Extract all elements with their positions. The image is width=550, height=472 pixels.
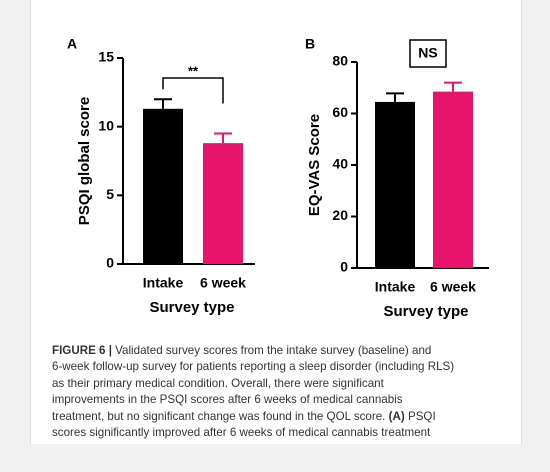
y-tick-label: 80 [332,53,348,69]
y-tick-label: 5 [106,186,114,202]
caption-line: as their primary medical condition. Over… [52,377,384,391]
y-tick-label: 40 [332,156,348,172]
y-tick-label: 60 [332,104,348,120]
caption-text: as their primary medical condition. Over… [52,376,384,390]
figure: A 0 5 10 15 PSQI global score Survey type Intak… [67,36,489,320]
x-tick-label: 6 week [200,275,246,291]
y-tick-label: 0 [106,255,114,271]
y-axis-title: EQ-VAS Score [306,114,323,216]
caption-line: scores significantly improved after 6 we… [52,426,430,440]
panel-label: A [67,36,77,52]
caption-bold: FIGURE 6 | [52,344,112,357]
y-tick-label: 15 [98,49,114,65]
significance-bracket [162,77,224,104]
significance-label: ** [188,63,199,78]
bar [375,101,415,268]
caption-text: PSQI [404,409,436,423]
x-tick-label: Intake [375,279,416,295]
x-axis-title: Survey type [149,299,234,316]
y-axis-title: PSQI global score [76,97,93,225]
caption-text: Validated survey scores from the intake … [111,344,432,357]
y-tick-label: 20 [332,207,348,223]
bar [203,143,243,264]
y-tick-label: 10 [98,117,114,133]
caption-text: treatment, but no significant change was… [52,409,389,423]
caption-text: improvements in the PSQI scores after 6 … [52,393,403,407]
bar [143,108,183,265]
caption-line: 6-week follow-up survey for patients rep… [52,360,454,374]
y-tick-label: 0 [340,259,348,275]
x-axis-title: Survey type [383,303,468,320]
ns-label: NS [418,45,437,61]
caption-line: improvements in the PSQI scores after 6 … [52,393,403,407]
panel-label: B [305,36,315,52]
caption-line: treatment, but no significant change was… [52,410,436,424]
bar [433,91,473,268]
caption-line: FIGURE 6 | Validated survey scores from … [52,344,431,358]
caption-text: 6-week follow-up survey for patients rep… [52,360,455,374]
x-tick-label: 6 week [430,279,476,295]
caption-bold: (A) [388,409,405,423]
caption-text: scores significantly improved after 6 we… [52,426,431,439]
ns-box [409,39,447,68]
x-tick-label: Intake [143,275,184,291]
